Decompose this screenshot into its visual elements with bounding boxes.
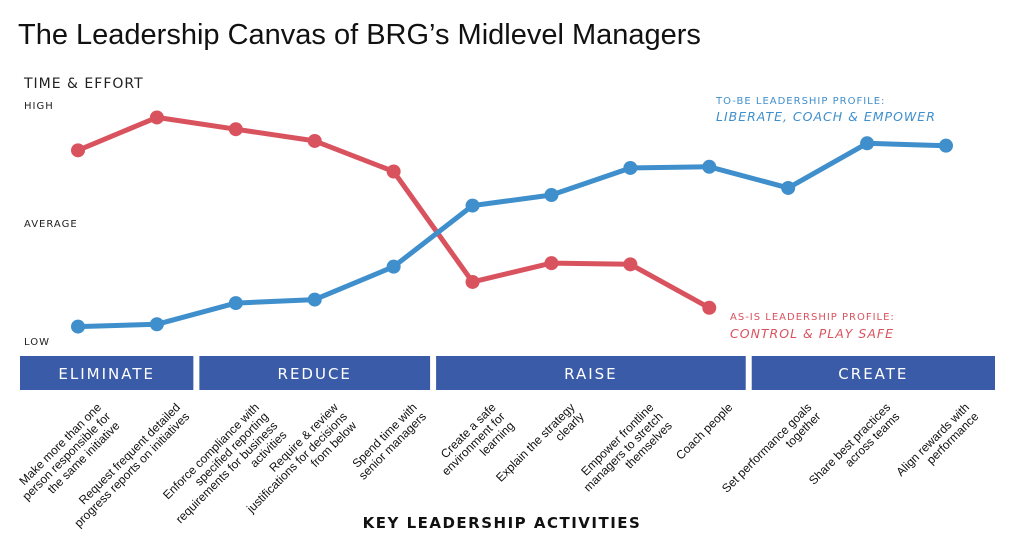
data-point-to-be-12	[939, 138, 953, 153]
strategy-bands: ELIMINATE REDUCE RAISE CREATE	[20, 356, 995, 390]
category-label-8: Empower frontlinemanagers to stretchthem…	[572, 400, 676, 504]
data-point-to-be-2	[149, 317, 164, 332]
data-point-as-is-2	[149, 110, 164, 125]
data-point-to-be-6	[465, 198, 480, 213]
data-point-to-be-11	[860, 136, 875, 151]
band-raise	[436, 356, 746, 390]
legend-to-be-subtitle: LIBERATE, COACH & EMPOWER	[716, 109, 936, 124]
data-point-as-is-7	[544, 256, 559, 271]
legend-as-is-subtitle: CONTROL & PLAY SAFE	[730, 326, 894, 341]
y-tick-low: LOW	[24, 337, 50, 348]
series-line-as-is	[75, 114, 712, 311]
category-label-5: Spend time withsenior managers	[347, 400, 429, 482]
series-points	[71, 110, 953, 334]
data-point-as-is-9	[702, 300, 717, 315]
data-point-as-is-5	[386, 164, 401, 179]
data-point-to-be-8	[623, 160, 638, 175]
data-point-as-is-4	[307, 133, 322, 148]
category-label-9: Coach people	[673, 400, 735, 462]
series-line-to-be	[75, 140, 949, 330]
band-label-raise: RAISE	[564, 365, 618, 383]
category-label-11: Share best practicesacross teams	[806, 400, 902, 496]
data-point-as-is-1	[71, 143, 85, 158]
band-label-reduce: REDUCE	[278, 365, 352, 383]
data-point-to-be-10	[781, 180, 796, 195]
data-point-to-be-7	[544, 188, 559, 202]
y-axis-label: TIME & EFFORT	[23, 76, 144, 92]
data-point-to-be-4	[307, 292, 322, 307]
data-point-as-is-6	[465, 274, 480, 289]
data-point-to-be-9	[702, 159, 717, 174]
band-reduce	[199, 356, 431, 390]
category-label-12: Align rewards withperformance	[893, 400, 981, 488]
band-label-eliminate: ELIMINATE	[58, 365, 155, 383]
data-point-to-be-5	[386, 259, 401, 274]
chart-title: The Leadership Canvas of BRG’s Midlevel …	[18, 19, 701, 51]
data-point-to-be-1	[71, 319, 85, 334]
legend-as-is-title: AS-IS LEADERSHIP PROFILE:	[730, 312, 895, 323]
data-point-as-is-8	[623, 257, 638, 272]
x-axis-label: KEY LEADERSHIP ACTIVITIES	[363, 514, 642, 532]
y-tick-high: HIGH	[24, 101, 54, 112]
series-lines	[75, 114, 949, 330]
band-label-create: CREATE	[838, 365, 908, 383]
band-eliminate	[20, 356, 194, 390]
category-label-10: Set performance goalstogether	[719, 400, 823, 504]
legend-to-be-title: TO-BE LEADERSHIP PROFILE:	[715, 96, 885, 107]
y-tick-average: AVERAGE	[24, 219, 78, 230]
data-point-as-is-3	[228, 122, 243, 137]
data-point-to-be-3	[228, 296, 243, 311]
category-label-7: Explain the strategyclearly	[493, 400, 587, 494]
band-create	[751, 356, 995, 390]
